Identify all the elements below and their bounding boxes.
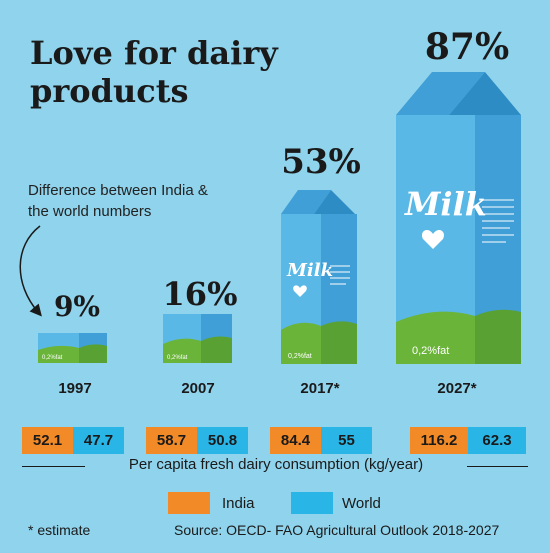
diff-label-2027: 87%: [424, 26, 510, 68]
legend-label-india: India: [222, 495, 255, 512]
footnote-estimate: * estimate: [28, 522, 91, 538]
world-value-2017: 55: [321, 427, 372, 454]
annotation-note: Difference between India & the world num…: [28, 182, 208, 220]
carton-2017-brand: Milk: [286, 260, 333, 281]
india-value-2017: 84.4: [270, 427, 321, 454]
world-value-1997: 47.7: [73, 427, 124, 454]
year-label-2017: 2017*: [300, 380, 340, 397]
india-value-2027: 116.2: [410, 427, 468, 454]
diff-label-2017: 53%: [281, 142, 361, 182]
carton-2007: 0,2%fat: [163, 314, 232, 363]
legend-swatch-world: [291, 492, 333, 514]
legend-swatch-india: [168, 492, 210, 514]
diff-label-2007: 16%: [162, 275, 238, 313]
india-value-1997: 52.1: [22, 427, 73, 454]
source-note: Source: OECD- FAO Agricultural Outlook 2…: [174, 522, 500, 538]
diff-label-1997: 9%: [53, 290, 101, 323]
world-value-2027: 62.3: [468, 427, 526, 454]
year-label-2007: 2007: [181, 380, 215, 397]
axis-label: Per capita fresh dairy consumption (kg/y…: [85, 456, 467, 473]
world-value-2007: 50.8: [197, 427, 248, 454]
carton-2017: Milk 0,2%fat: [281, 190, 357, 364]
india-value-2007: 58.7: [146, 427, 197, 454]
year-label-2027: 2027*: [437, 380, 477, 397]
carton-2027-fat: 0,2%fat: [412, 345, 449, 357]
carton-2027-brand: Milk: [404, 185, 487, 223]
carton-1997: 0,2%fat: [38, 333, 107, 363]
heart-icon-2017: [293, 285, 307, 297]
legend-label-world: World: [342, 495, 381, 512]
year-label-1997: 1997: [58, 380, 92, 397]
page-title: Love for dairy products: [30, 34, 278, 110]
heart-icon-2027: [422, 229, 444, 249]
annotation-arrow: [19, 225, 42, 317]
carton-1997-label: 0,2%fat: [42, 355, 63, 361]
carton-2027: Milk 0,2%fat: [396, 72, 521, 364]
carton-2007-label: 0,2%fat: [167, 355, 188, 361]
carton-2017-fat: 0,2%fat: [288, 353, 312, 360]
